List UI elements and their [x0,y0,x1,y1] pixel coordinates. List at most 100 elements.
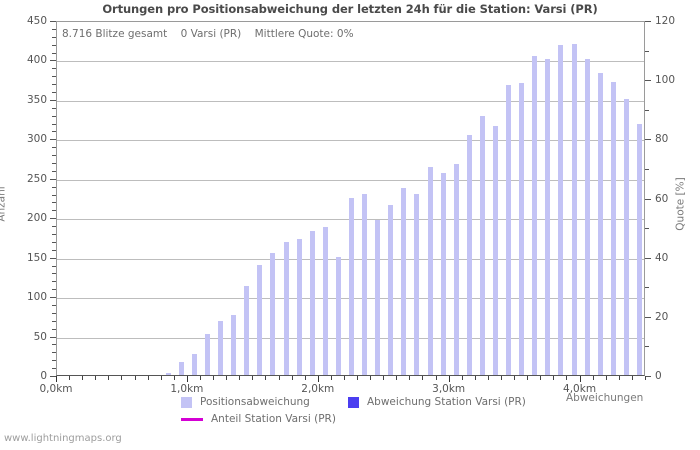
bar [349,198,354,375]
bar [492,125,498,375]
x-axis-minor-tick [396,376,398,380]
x-axis-minor-tick [409,376,411,380]
bar [191,353,197,375]
legend-abweichung-station[interactable]: Abweichung Station Varsi (PR) [348,396,526,408]
gridline [57,140,644,142]
y-axis-tick-label: 0 [40,370,47,382]
y-axis-major-tick [50,376,56,377]
x-axis-minor-tick [95,376,97,380]
y2-axis-tick-label: 40 [655,251,669,264]
y-axis-minor-tick [52,194,56,196]
y-axis-minor-tick [52,170,56,172]
x-axis-minor-tick [265,376,267,380]
bar [571,44,577,375]
y-axis-minor-tick [52,76,56,78]
x-axis-minor-tick [645,376,646,380]
x-axis-tick-label: 4,0km [563,383,597,395]
y-axis-minor-tick [52,147,56,149]
chart-title: Ortungen pro Positionsabweichung der let… [102,2,598,16]
y-axis-minor-tick [52,241,56,243]
y-axis-minor-tick [52,123,56,125]
y2-axis-major-tick [645,376,651,377]
y-axis-minor-tick [52,368,56,370]
bar [283,242,289,375]
y-axis-minor-tick [52,344,56,346]
y-axis-minor-tick [52,28,56,30]
bar [597,72,603,375]
x-axis-minor-tick [605,376,607,380]
legend-anteil-station[interactable]: Anteil Station Varsi (PR) [181,413,336,425]
y2-axis-tick-label: 0 [655,370,662,382]
y-axis-minor-tick [52,115,56,117]
x-axis-minor-tick [278,376,280,380]
y-axis-tick-label: 150 [26,251,47,264]
x-axis-title: Abweichungen [566,392,644,404]
y-axis-minor-tick [52,352,56,354]
bar [322,227,328,375]
bar [519,83,525,375]
legend-label: Anteil Station Varsi (PR) [211,413,336,425]
x-axis-tick-label: 0,0km [39,383,73,395]
y-axis-minor-tick [52,273,56,275]
x-axis-minor-tick [631,376,633,380]
y-axis-minor-tick [52,36,56,38]
bar [636,124,642,375]
y-axis-tick-label: 350 [26,93,47,106]
x-axis-major-tick [186,376,188,382]
x-axis-tick-label: 1,0km [170,383,204,395]
bar [244,285,250,375]
x-axis-minor-tick [199,376,201,380]
y2-axis-tick-label: 20 [655,310,669,323]
y-axis-major-tick [50,99,56,101]
x-axis-minor-tick [121,376,123,380]
x-axis-minor-tick [527,376,529,380]
y-axis-left: 0 50 100 150 200 250 300 350 400 450 [0,15,56,382]
bar [440,173,446,375]
y2-axis-minor-tick [645,168,649,170]
bar [414,194,420,375]
y-axis-minor-tick [52,155,56,157]
bar [532,55,538,375]
x-axis-minor-tick [134,376,136,380]
x-axis-minor-tick [343,376,345,380]
y-axis-tick-label: 400 [26,54,47,67]
y2-axis-major-tick [645,198,651,200]
y2-axis-major-tick [645,21,651,22]
gridline [57,61,644,63]
y-axis-major-tick [50,218,56,220]
y-axis-minor-tick [52,163,56,164]
bar [558,45,564,375]
y-axis-minor-tick [52,131,56,133]
y2-axis-minor-tick [645,109,649,111]
bar [584,58,590,375]
y-axis-minor-tick [52,210,56,212]
y-axis-minor-tick [52,92,56,93]
footer-watermark: www.lightningmaps.org [4,433,122,444]
y2-axis-minor-tick [645,346,649,348]
x-axis-major-tick [448,376,450,382]
y-axis-tick-label: 50 [33,330,47,343]
legend-positionsabweichung[interactable]: Positionsabweichung [181,396,310,408]
x-axis-minor-tick [592,376,594,380]
x-axis-minor-tick [514,376,516,380]
bar [401,188,407,375]
x-axis-minor-tick [173,376,175,380]
x-axis-minor-tick [357,376,359,380]
y-axis-minor-tick [52,234,56,235]
bar [309,231,315,375]
x-axis-minor-tick [501,376,503,380]
legend-color-swatch [181,396,192,408]
bar [610,82,616,375]
x-axis-tick-label: 3,0km [432,383,466,395]
x-axis-minor-tick [160,376,162,380]
x-axis-minor-tick [291,376,293,380]
y2-axis-tick-label: 100 [655,74,676,87]
x-axis-minor-tick [422,376,424,380]
y2-axis-major-tick [645,257,651,259]
x-axis-minor-tick [383,376,385,380]
bar [427,166,433,375]
bar-series-positionsabweichung [57,22,644,375]
y-axis-minor-tick [52,52,56,54]
y-axis-minor-tick [52,226,56,228]
